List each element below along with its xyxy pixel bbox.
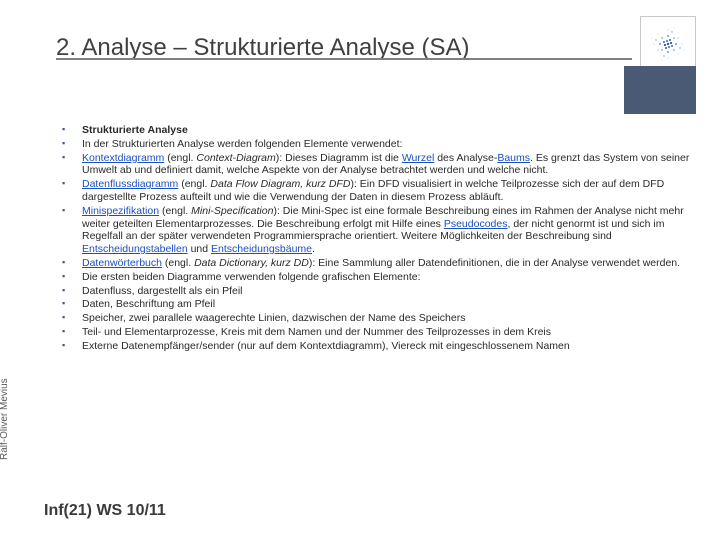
bullet-item: Datenfluss, dargestellt als ein Pfeil (56, 285, 696, 298)
text-run[interactable]: Wurzel (402, 152, 434, 164)
author-side-label: Ralf-Oliver Mevius (0, 378, 10, 460)
slide: { "title": "2. Analyse – Strukturierte A… (0, 0, 720, 540)
text-run[interactable]: Pseudocodes (444, 218, 508, 230)
title-underline (56, 58, 632, 60)
text-run: In der Strukturierten Analyse werden fol… (82, 138, 402, 150)
footer-text: Inf(21) WS 10/11 (44, 502, 166, 520)
text-run: Teil- und Elementarprozesse, Kreis mit d… (82, 326, 551, 338)
text-run[interactable]: Entscheidungstabellen (82, 243, 188, 255)
text-run: (engl. (162, 257, 194, 269)
title-row: 2. Analyse – Strukturierte Analyse (SA) (56, 20, 700, 76)
text-run[interactable]: Datenwörterbuch (82, 257, 162, 269)
bullet-item: Die ersten beiden Diagramme verwenden fo… (56, 271, 696, 284)
text-run: Context-Diagram (196, 152, 275, 164)
text-run[interactable]: Kontextdiagramm (82, 152, 164, 164)
bullet-item: Daten, Beschriftung am Pfeil (56, 298, 696, 311)
text-run: (engl. (178, 178, 210, 190)
text-run: (engl. (164, 152, 196, 164)
text-run: Daten, Beschriftung am Pfeil (82, 298, 215, 310)
text-run: und (188, 243, 211, 255)
scatter-logo-icon (644, 20, 692, 68)
text-run: Datenfluss, dargestellt als ein Pfeil (82, 285, 243, 297)
logo-box (640, 16, 696, 72)
bullet-list: Strukturierte Analyse In der Strukturiert… (56, 124, 696, 353)
text-run: ): Eine Sammlung aller Datendefinitionen… (309, 257, 680, 269)
text-run: Externe Datenempfänger/sender (nur auf d… (82, 340, 570, 352)
text-run: Mini-Specification (191, 205, 273, 217)
bullet-item: Kontextdiagramm (engl. Context-Diagram):… (56, 152, 696, 178)
text-run[interactable]: Baums (497, 152, 530, 164)
text-run: Strukturierte Analyse (82, 124, 188, 136)
bullet-item: Datenflussdiagramm (engl. Data Flow Diag… (56, 178, 696, 204)
bullet-item: Speicher, zwei parallele waagerechte Lin… (56, 312, 696, 325)
content-area: Strukturierte Analyse In der Strukturiert… (56, 124, 696, 480)
text-run: Speicher, zwei parallele waagerechte Lin… (82, 312, 465, 324)
bullet-item: In der Strukturierten Analyse werden fol… (56, 138, 696, 151)
bullet-item: Minispezifikation (engl. Mini-Specificat… (56, 205, 696, 256)
bullet-item: Externe Datenempfänger/sender (nur auf d… (56, 340, 696, 353)
text-run: des Analyse- (434, 152, 497, 164)
corner-accent-block (624, 66, 696, 114)
bullet-item: Datenwörterbuch (engl. Data Dictionary, … (56, 257, 696, 270)
text-run: (engl. (159, 205, 191, 217)
bullet-item: Strukturierte Analyse (56, 124, 696, 137)
text-run: Die ersten beiden Diagramme verwenden fo… (82, 271, 421, 283)
text-run[interactable]: Datenflussdiagramm (82, 178, 178, 190)
text-run: Data Flow Diagram, kurz DFD (210, 178, 350, 190)
text-run: Data Dictionary, kurz DD (194, 257, 309, 269)
bullet-item: Teil- und Elementarprozesse, Kreis mit d… (56, 326, 696, 339)
text-run: ): Dieses Diagramm ist die (276, 152, 402, 164)
text-run[interactable]: Minispezifikation (82, 205, 159, 217)
text-run[interactable]: Entscheidungsbäume (211, 243, 312, 255)
text-run: . (312, 243, 315, 255)
